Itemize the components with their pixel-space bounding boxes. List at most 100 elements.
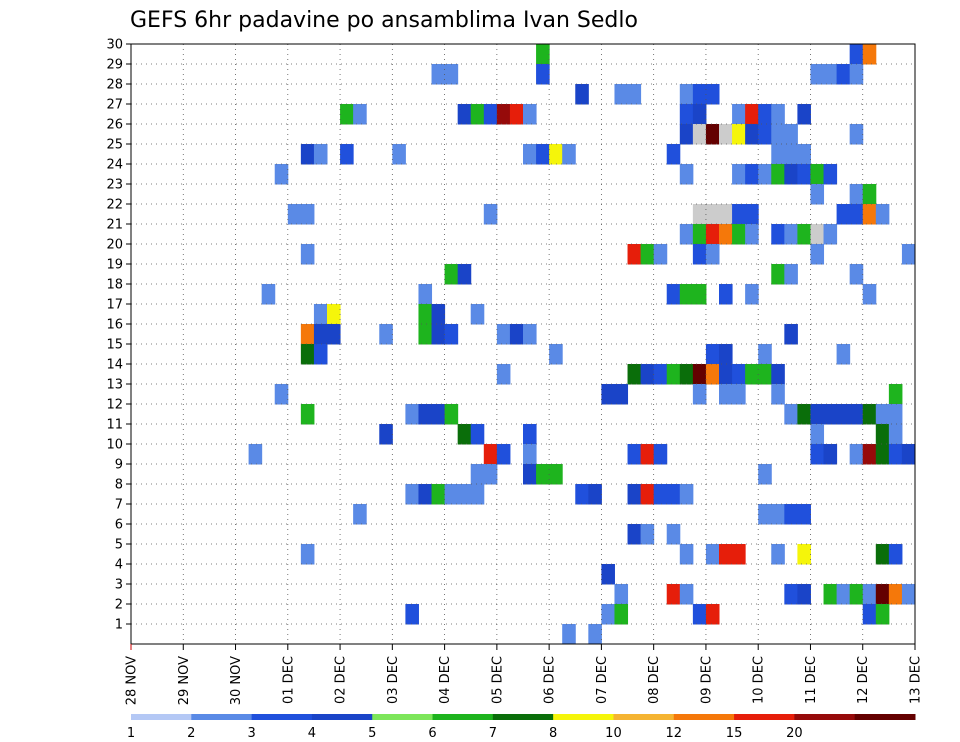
heatmap-cell <box>470 104 485 125</box>
heatmap-cell <box>771 384 785 405</box>
heatmap-cell <box>719 344 733 365</box>
x-tick-label: 06 DEC <box>543 656 558 704</box>
heatmap-cell <box>627 524 642 545</box>
heatmap-cell <box>248 444 263 465</box>
heatmap-cell <box>836 204 851 225</box>
y-tick-label: 4 <box>115 558 123 573</box>
heatmap-cell <box>418 324 433 345</box>
heatmap-cell <box>353 104 367 125</box>
heatmap-cell <box>300 344 315 365</box>
heatmap-cell <box>797 144 811 165</box>
x-tick-label: 10 DEC <box>752 656 767 704</box>
heatmap-cells <box>248 44 916 645</box>
colorbar-label: 10 <box>605 726 622 741</box>
colorbar-swatch <box>854 714 916 720</box>
heatmap-cell <box>849 444 864 465</box>
heatmap-cell <box>679 484 694 505</box>
heatmap-cell <box>810 444 825 465</box>
heatmap-cell <box>431 404 446 425</box>
heatmap-cell <box>810 244 825 265</box>
heatmap-cell <box>431 304 446 325</box>
y-axis-ticks: 1234567891011121314151617181920212223242… <box>106 38 131 633</box>
heatmap-cell <box>862 204 877 225</box>
heatmap-cell <box>261 284 276 305</box>
heatmap-cell <box>379 424 393 445</box>
heatmap-cell <box>300 324 315 345</box>
heatmap-cell <box>274 384 289 405</box>
x-tick-label: 13 DEC <box>909 656 924 704</box>
heatmap-cell <box>536 64 550 85</box>
colorbar-swatch <box>613 714 675 720</box>
heatmap-cell <box>771 364 785 385</box>
heatmap-cell <box>666 524 681 545</box>
heatmap-cell <box>405 484 419 505</box>
heatmap-cell <box>888 544 903 565</box>
y-tick-label: 30 <box>106 38 123 53</box>
x-tick-label: 29 NOV <box>177 656 192 705</box>
heatmap-cell <box>627 484 642 505</box>
y-tick-label: 9 <box>115 458 123 473</box>
y-tick-label: 19 <box>106 258 123 273</box>
heatmap-cell <box>640 364 655 385</box>
heatmap-cell <box>771 124 785 145</box>
colorbar-label: 20 <box>786 726 803 741</box>
heatmap-cell <box>849 584 864 605</box>
heatmap-cell <box>300 544 315 565</box>
heatmap-cell <box>849 44 864 65</box>
heatmap-cell <box>418 304 433 325</box>
heatmap-cell <box>457 424 472 445</box>
heatmap-cell <box>784 324 798 345</box>
x-tick-label: 30 NOV <box>229 656 244 705</box>
colorbar-label: 6 <box>428 726 436 741</box>
heatmap-cell <box>732 224 746 245</box>
y-tick-label: 7 <box>115 498 123 513</box>
heatmap-cell <box>758 164 772 185</box>
heatmap-cell <box>653 484 668 505</box>
colorbar-swatch <box>131 714 192 720</box>
heatmap-cell <box>300 204 315 225</box>
y-tick-label: 5 <box>115 538 123 553</box>
x-tick-label: 09 DEC <box>699 656 714 704</box>
heatmap-cell <box>810 64 825 85</box>
heatmap-cell <box>732 204 746 225</box>
y-tick-label: 28 <box>106 78 123 93</box>
heatmap-cell <box>614 84 629 105</box>
colorbar-swatch <box>432 714 494 720</box>
heatmap-cell <box>875 444 890 465</box>
heatmap-cell <box>875 424 890 445</box>
heatmap-cell <box>862 44 877 65</box>
heatmap-cell <box>888 584 903 605</box>
heatmap-cell <box>705 204 720 225</box>
heatmap-cell <box>614 584 629 605</box>
heatmap-cell <box>457 264 472 285</box>
heatmap-cell <box>901 244 916 265</box>
heatmap-cell <box>771 544 785 565</box>
y-tick-label: 14 <box>106 358 123 373</box>
heatmap-cell <box>732 544 746 565</box>
y-tick-label: 21 <box>106 218 123 233</box>
y-tick-label: 18 <box>106 278 123 293</box>
y-tick-label: 24 <box>106 158 123 173</box>
heatmap-cell <box>692 604 707 625</box>
heatmap-cell <box>575 84 589 105</box>
heatmap-cell <box>679 104 694 125</box>
heatmap-cell <box>745 164 759 185</box>
heatmap-cell <box>888 384 903 405</box>
heatmap-cell <box>836 584 851 605</box>
heatmap-cell <box>523 144 537 165</box>
heatmap-cell <box>705 344 720 365</box>
heatmap-cell <box>901 444 916 465</box>
heatmap-cell <box>640 484 655 505</box>
heatmap-cell <box>496 104 511 125</box>
y-tick-label: 27 <box>106 98 123 113</box>
heatmap-cell <box>496 364 511 385</box>
heatmap-cell <box>287 204 302 225</box>
heatmap-cell <box>313 344 328 365</box>
heatmap-cell <box>444 264 459 285</box>
y-tick-label: 25 <box>106 138 123 153</box>
heatmap-cell <box>836 64 851 85</box>
heatmap-cell <box>405 404 419 425</box>
heatmap-cell <box>300 144 315 165</box>
heatmap-cell <box>418 404 433 425</box>
